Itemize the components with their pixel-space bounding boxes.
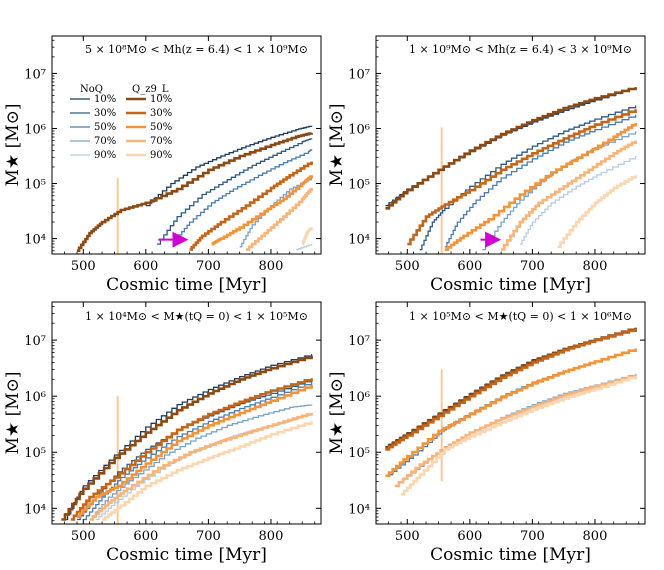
x-tick-label: 700 bbox=[520, 259, 545, 274]
legend-label-q: 30% bbox=[150, 108, 172, 119]
series-q-z9-l-10- bbox=[61, 355, 313, 521]
y-axis-label: M★ [M⊙] bbox=[3, 104, 23, 187]
y-tick-label: 10⁵ bbox=[24, 446, 46, 461]
series-noq-70- bbox=[239, 178, 313, 248]
y-tick-label: 10⁷ bbox=[348, 67, 370, 82]
y-axis-label: M★ [M⊙] bbox=[327, 104, 347, 187]
plot-area bbox=[385, 327, 637, 496]
x-axis-label: Cosmic time [Myr] bbox=[430, 545, 591, 565]
series-noq-90- bbox=[519, 156, 637, 245]
y-axis-label: M★ [M⊙] bbox=[327, 372, 347, 455]
panel-title: 5 × 10⁸M⊙ < Mh(z = 6.4) < 1 × 10⁹M⊙ bbox=[85, 43, 308, 56]
series-q-z9-l-10- bbox=[385, 87, 637, 210]
legend-label-q: 50% bbox=[150, 122, 172, 133]
x-tick-label: 600 bbox=[457, 259, 482, 274]
series-q-z9-l-70- bbox=[245, 187, 313, 251]
x-tick-label: 500 bbox=[71, 259, 96, 274]
axes-frame bbox=[51, 301, 322, 525]
plot-area bbox=[77, 125, 313, 254]
series-q-z9-l-90- bbox=[557, 175, 637, 249]
series-noq-70- bbox=[89, 404, 313, 521]
x-tick-label: 800 bbox=[259, 529, 284, 544]
series-q-z9-l-90- bbox=[401, 376, 637, 496]
x-tick-label: 600 bbox=[457, 529, 482, 544]
panel-title: 1 × 10⁹M⊙ < Mh(z = 6.4) < 3 × 10⁹M⊙ bbox=[409, 43, 632, 56]
series-q-z9-l-90- bbox=[301, 227, 313, 246]
y-tick-label: 10⁶ bbox=[24, 390, 46, 405]
series-noq-10- bbox=[145, 125, 313, 207]
legend-label-q: 10% bbox=[150, 94, 172, 105]
series-q-z9-l-50- bbox=[385, 348, 637, 478]
legend-header-noq: NoQ bbox=[80, 84, 103, 95]
panel-3: 500 600 700 800 10⁴ 10⁵ 10⁶ 10⁷ 1 × 10⁴M⊙ < M★(t… bbox=[3, 301, 322, 565]
x-tick-label: 800 bbox=[583, 529, 608, 544]
y-tick-label: 10⁴ bbox=[24, 502, 46, 517]
series-noq-30- bbox=[419, 105, 637, 251]
panel-title: 1 × 10⁴M⊙ < M★(tQ = 0) < 1 × 10⁵M⊙ bbox=[85, 310, 308, 323]
series-noq-10- bbox=[64, 354, 313, 521]
series-q-z9-l-30- bbox=[70, 378, 313, 521]
plot-area bbox=[61, 354, 313, 524]
x-tick-label: 600 bbox=[133, 259, 158, 274]
series-noq-50- bbox=[444, 114, 637, 248]
series-q-z9-l-50- bbox=[77, 385, 313, 518]
y-tick-label: 10⁶ bbox=[348, 390, 370, 405]
x-tick-label: 700 bbox=[196, 259, 221, 274]
series-noq-70- bbox=[394, 373, 637, 487]
y-tick-label: 10⁵ bbox=[348, 446, 370, 461]
y-tick-label: 10⁴ bbox=[348, 233, 370, 248]
series-noq-30- bbox=[157, 138, 313, 245]
x-tick-label: 500 bbox=[71, 529, 96, 544]
y-tick-label: 10⁶ bbox=[24, 122, 46, 137]
y-tick-label: 10⁷ bbox=[348, 334, 370, 349]
series-q-z9-l-50- bbox=[444, 123, 637, 251]
panel-2: 500 600 700 800 10⁴ 10⁵ 10⁶ 10⁷ 1 × 10⁹M⊙ < Mh(z… bbox=[327, 35, 646, 295]
x-tick-label: 500 bbox=[395, 259, 420, 274]
series-q-z9-l-30- bbox=[189, 161, 313, 251]
legend-label-noq: 10% bbox=[94, 94, 116, 105]
y-tick-label: 10⁶ bbox=[348, 122, 370, 137]
series-q-z9-l-50- bbox=[211, 175, 313, 246]
series-q-z9-l-10- bbox=[77, 132, 313, 252]
y-tick-label: 10⁴ bbox=[348, 502, 370, 517]
series-q-z9-l-70- bbox=[394, 374, 637, 488]
x-tick-label: 800 bbox=[259, 259, 284, 274]
series-q-z9-l-30- bbox=[385, 328, 637, 451]
axes-frame bbox=[375, 301, 646, 525]
series-noq-50- bbox=[388, 348, 637, 476]
legend-label-noq: 70% bbox=[94, 136, 116, 147]
y-tick-label: 10⁵ bbox=[24, 178, 46, 193]
x-axis-label: Cosmic time [Myr] bbox=[106, 545, 267, 565]
series-q-z9-l-30- bbox=[407, 109, 637, 246]
y-tick-label: 10⁷ bbox=[24, 334, 46, 349]
series-q-z9-l-90- bbox=[102, 421, 313, 521]
x-tick-label: 700 bbox=[520, 529, 545, 544]
legend-label-noq: 30% bbox=[94, 108, 116, 119]
plot-area bbox=[385, 87, 637, 254]
y-tick-label: 10⁴ bbox=[24, 233, 46, 248]
x-tick-label: 600 bbox=[133, 529, 158, 544]
series-q-z9-l-70- bbox=[89, 413, 313, 521]
legend: NoQ Q_z9_L10% 10%30% 30%50% 50%70% 70%90% 90% bbox=[70, 84, 172, 161]
x-tick-label: 500 bbox=[395, 529, 420, 544]
x-axis-label: Cosmic time [Myr] bbox=[106, 275, 267, 295]
panel-4: 500 600 700 800 10⁴ 10⁵ 10⁶ 10⁷ 1 × 10⁵M⊙ < M★(t… bbox=[327, 301, 646, 565]
legend-label-q: 90% bbox=[150, 150, 172, 161]
y-axis-label: M★ [M⊙] bbox=[3, 372, 23, 455]
x-tick-label: 700 bbox=[196, 529, 221, 544]
y-tick-label: 10⁵ bbox=[348, 178, 370, 193]
x-axis-label: Cosmic time [Myr] bbox=[430, 275, 591, 295]
legend-label-noq: 90% bbox=[94, 150, 116, 161]
series-noq-50- bbox=[174, 149, 313, 242]
legend-header-q: Q_z9_L bbox=[132, 84, 169, 95]
legend-label-q: 70% bbox=[150, 136, 172, 147]
panel-title: 1 × 10⁵M⊙ < M★(tQ = 0) < 1 × 10⁶M⊙ bbox=[409, 310, 632, 323]
y-tick-label: 10⁷ bbox=[24, 67, 46, 82]
x-tick-label: 800 bbox=[583, 259, 608, 274]
series-q-z9-l-70- bbox=[501, 140, 637, 251]
series-noq-90- bbox=[296, 244, 313, 251]
panel-1: 500 600 700 800 10⁴ 10⁵ 10⁶ 10⁷ 5 × 10⁸M⊙ < Mh(z… bbox=[3, 35, 322, 295]
legend-label-noq: 50% bbox=[94, 122, 116, 133]
